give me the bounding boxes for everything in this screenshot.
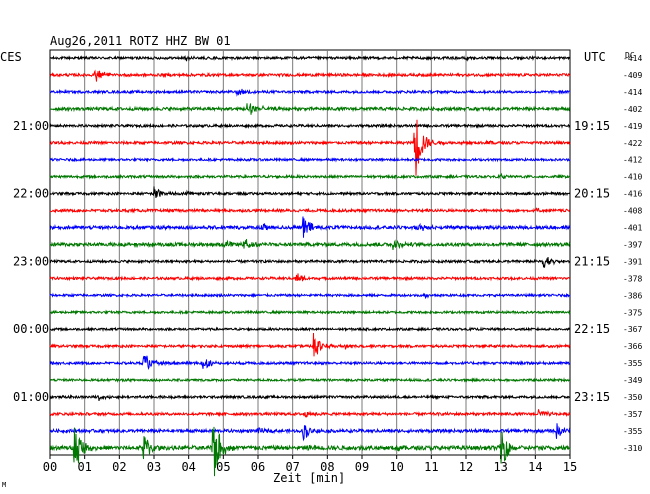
trace-row-16	[49, 326, 571, 333]
x-tick-label: 05	[216, 460, 230, 474]
trace-row-17	[49, 332, 571, 357]
trace-row-0	[49, 54, 571, 62]
dc-offset-label: -310	[623, 444, 642, 453]
trace-row-7	[49, 172, 571, 180]
x-tick-label: 01	[77, 460, 91, 474]
right-time-label: 22:15	[574, 322, 610, 336]
trace-row-23	[49, 426, 571, 477]
left-time-label: 01:00	[13, 390, 49, 404]
left-time-label: 23:00	[13, 254, 49, 268]
dc-offset-label: -350	[623, 393, 642, 402]
trace-row-9	[49, 207, 571, 214]
trace-row-11	[49, 239, 571, 250]
x-tick-label: 08	[320, 460, 334, 474]
left-timezone-label: CES	[0, 50, 22, 64]
left-time-label: 22:00	[13, 187, 49, 201]
dc-offset-label: -357	[623, 410, 642, 419]
right-time-label: 23:15	[574, 390, 610, 404]
x-tick-label: 06	[251, 460, 265, 474]
dc-offset-label: -408	[623, 207, 642, 216]
dc-offset-label: -414	[623, 54, 642, 63]
dc-offset-label: -366	[623, 342, 642, 351]
trace-row-12	[49, 256, 571, 269]
x-axis-ticks: 00 01 02 03 04 05 06 07 08 09 10 11 12 13 14 15	[43, 455, 577, 474]
x-tick-label: 07	[285, 460, 299, 474]
x-tick-label: 10	[389, 460, 403, 474]
trace-row-20	[49, 393, 571, 401]
right-time-label: 19:15	[574, 119, 610, 133]
trace-row-8	[49, 186, 571, 199]
trace-row-6	[49, 156, 571, 163]
footer-mark: M	[2, 481, 6, 489]
dc-offset-label: -412	[623, 156, 642, 165]
dc-header-label: DC	[625, 51, 635, 60]
x-tick-label: 11	[424, 460, 438, 474]
trace-row-22	[49, 423, 571, 442]
trace-row-3	[49, 103, 571, 115]
right-time-label: 20:15	[574, 187, 610, 201]
trace-row-15	[49, 309, 571, 316]
x-tick-label: 04	[181, 460, 195, 474]
chart-title: Aug26,2011 ROTZ HHZ BW 01	[50, 34, 231, 48]
seismic-traces	[49, 54, 571, 477]
trace-row-21	[49, 409, 571, 418]
dc-offset-label: -414	[623, 88, 642, 97]
dc-offset-label: -386	[623, 291, 642, 300]
trace-row-19	[49, 377, 571, 384]
trace-row-14	[49, 292, 571, 300]
dc-offset-label: -391	[623, 257, 642, 266]
trace-row-10	[49, 216, 571, 238]
dc-offset-label: -397	[623, 240, 642, 249]
minute-grid	[84, 50, 536, 455]
dc-offset-label: -378	[623, 274, 642, 283]
x-tick-label: 09	[355, 460, 369, 474]
left-time-label: 21:00	[13, 119, 49, 133]
dc-offset-label: -419	[623, 122, 642, 131]
right-time-labels: 19:15 20:15 21:15 22:15 23:15	[574, 119, 610, 404]
left-time-labels: 21:00 22:00 23:00 00:00 01:00	[13, 119, 49, 404]
left-time-label: 00:00	[13, 322, 49, 336]
trace-row-5	[49, 119, 571, 176]
dc-offset-labels: -414 -409 -414 -402 -419 -422 -412 -410 -416 -408…	[623, 54, 642, 453]
trace-row-18	[49, 355, 571, 371]
dc-offset-label: -375	[623, 308, 642, 317]
x-tick-label: 12	[459, 460, 473, 474]
right-timezone-label: UTC	[584, 50, 606, 64]
dc-offset-label: -355	[623, 359, 642, 368]
trace-row-2	[49, 88, 571, 97]
x-tick-label: 03	[147, 460, 161, 474]
x-tick-label: 13	[493, 460, 507, 474]
x-tick-label: 14	[528, 460, 542, 474]
dc-offset-label: -410	[623, 173, 642, 182]
dc-offset-label: -409	[623, 71, 642, 80]
dc-offset-label: -367	[623, 325, 642, 334]
trace-row-4	[49, 122, 571, 129]
x-axis-label: Zeit [min]	[273, 471, 345, 485]
dc-offset-label: -402	[623, 105, 642, 114]
dc-offset-label: -401	[623, 224, 642, 233]
x-tick-label: 02	[112, 460, 126, 474]
trace-row-1	[49, 69, 571, 82]
right-time-label: 21:15	[574, 254, 610, 268]
x-tick-label: 00	[43, 460, 57, 474]
dc-offset-label: -355	[623, 427, 642, 436]
trace-row-13	[49, 273, 571, 282]
dc-offset-label: -422	[623, 139, 642, 148]
dc-offset-label: -349	[623, 376, 642, 385]
dc-offset-label: -416	[623, 190, 642, 199]
x-tick-label: 15	[563, 460, 577, 474]
plot-frame	[49, 49, 571, 456]
